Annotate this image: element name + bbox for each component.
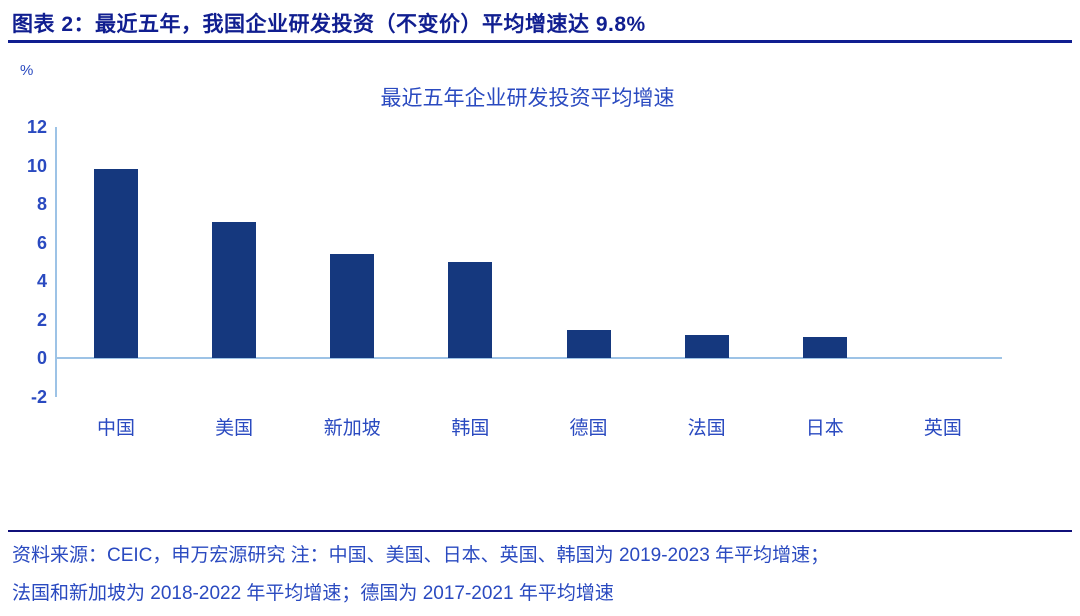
bar-韩国	[448, 262, 493, 359]
x-category-label: 日本	[805, 418, 844, 439]
y-axis-tick-label: 8	[36, 194, 47, 215]
header-divider	[8, 40, 1072, 43]
x-category-label: 法国	[687, 418, 726, 439]
bar-日本	[802, 337, 847, 359]
y-axis-tick-label: 4	[36, 271, 47, 292]
y-axis-tick-label: 2	[36, 309, 47, 330]
bar-chart-plot-area: 12 10 8 6 4 2 0 -2 中国 美国 新加坡 韩国 德国 法国 日本 英国	[27, 117, 1002, 439]
y-axis-tick-label: 0	[36, 348, 47, 369]
x-category-label: 韩国	[451, 418, 490, 439]
x-axis-baseline	[57, 357, 1002, 360]
source-note-line-1: 资料来源：CEIC，申万宏源研究 注：中国、美国、日本、英国、韩国为 2019-…	[12, 545, 830, 566]
source-note-line-2: 法国和新加坡为 2018-2022 年平均增速；德国为 2017-2021 年平…	[12, 583, 614, 604]
x-category-label: 中国	[96, 418, 135, 439]
bar-法国	[684, 335, 729, 359]
footer-divider	[8, 530, 1072, 532]
x-category-label: 美国	[215, 418, 254, 439]
y-axis-unit-label: %	[20, 62, 34, 79]
x-category-label: 新加坡	[323, 418, 381, 439]
figure-title: 图表 2：最近五年，我国企业研发投资（不变价）平均增速达 9.8%	[12, 13, 646, 36]
y-axis-tick-label: 10	[26, 155, 47, 176]
bar-美国	[212, 221, 257, 359]
x-category-label: 德国	[569, 418, 608, 439]
chart-title: 最近五年企业研发投资平均增速	[380, 87, 675, 110]
y-axis-tick-label: -2	[30, 387, 47, 407]
x-category-label: 英国	[923, 418, 962, 439]
bar-新加坡	[330, 254, 375, 359]
bar-中国	[94, 169, 139, 359]
y-axis-tick-label: 6	[36, 232, 47, 253]
y-axis-tick-label: 12	[26, 117, 47, 137]
bar-德国	[566, 329, 611, 359]
